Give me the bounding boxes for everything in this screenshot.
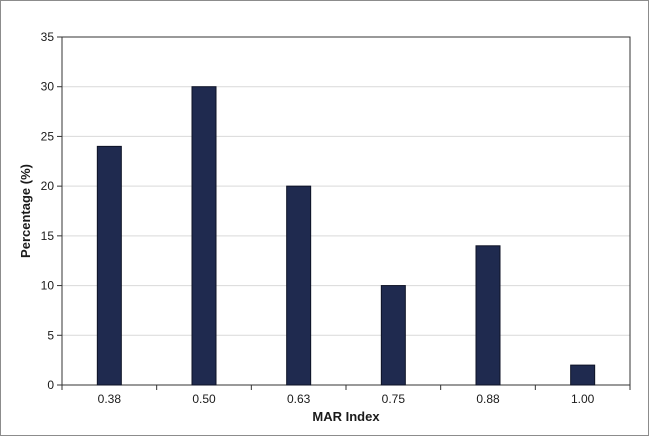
x-tick-labels: 0.38 0.50 0.63 0.75 0.88 1.00 [61,385,631,406]
y-tick-label: 35 [41,30,55,44]
bar-0.63 [286,185,312,386]
y-tick-label: 0 [47,378,54,392]
bar-1.00 [570,364,596,386]
y-tick-label: 20 [41,179,55,193]
y-tick-label: 5 [47,328,54,342]
grid-lines [62,86,630,336]
y-tick-label: 25 [41,129,55,143]
y-tick-label: 15 [41,229,55,243]
y-tick-labels: 0 5 10 15 20 25 30 35 [41,30,62,392]
x-tick-label: 0.38 [98,392,122,406]
bar-0.88 [475,245,501,386]
bar-0.75 [380,285,406,386]
x-tick-label: 1.00 [571,392,595,406]
x-tick-label: 0.75 [382,392,406,406]
y-tick-label: 10 [41,279,55,293]
x-axis-label: MAR Index [312,409,380,424]
y-tick-label: 30 [41,80,55,94]
x-tick-label: 0.50 [192,392,216,406]
x-tick-label: 0.88 [476,392,500,406]
bar-0.38 [96,145,122,386]
y-axis-label: Percentage (%) [18,164,33,258]
bars [96,86,596,386]
bar-0.50 [191,86,217,386]
x-tick-label: 0.63 [287,392,311,406]
